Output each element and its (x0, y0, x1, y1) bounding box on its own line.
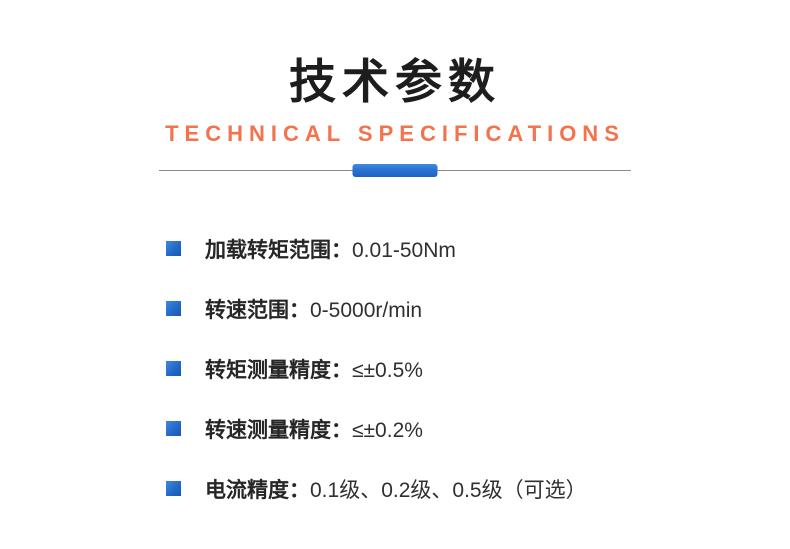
section-header: 技术参数 TECHNICAL SPECIFICATIONS (0, 0, 790, 178)
blue-square-bullet-icon (166, 241, 181, 257)
spec-label: 转速范围： (205, 298, 310, 322)
spec-label: 加载转矩范围： (205, 238, 352, 262)
spec-list: 加载转矩范围：0.01-50Nm 转速范围：0-5000r/min 转矩测量精度… (166, 238, 790, 502)
page-subtitle: TECHNICAL SPECIFICATIONS (165, 120, 625, 146)
spec-text: 加载转矩范围：0.01-50Nm (205, 234, 456, 264)
list-item: 转速测量精度：≤±0.2% (166, 418, 790, 442)
blue-square-bullet-icon (166, 301, 181, 317)
spec-label: 转矩测量精度： (205, 358, 352, 382)
spec-value: 0.01-50Nm (352, 238, 456, 262)
spec-label: 转速测量精度： (205, 418, 352, 442)
list-item: 电流精度：0.1级、0.2级、0.5级（可选） (166, 478, 790, 502)
spec-value: 0-5000r/min (310, 298, 423, 322)
spec-value: ≤±0.2% (352, 418, 423, 442)
spec-text: 转速测量精度：≤±0.2% (205, 414, 423, 444)
spec-label: 电流精度： (205, 478, 310, 502)
spec-value: ≤±0.5% (352, 358, 423, 382)
blue-square-bullet-icon (166, 361, 181, 377)
spec-text: 电流精度：0.1级、0.2级、0.5级（可选） (205, 474, 587, 504)
page-title: 技术参数 (289, 55, 501, 108)
list-item: 加载转矩范围：0.01-50Nm (166, 238, 790, 262)
list-item: 转矩测量精度：≤±0.5% (166, 358, 790, 382)
spec-text: 转矩测量精度：≤±0.5% (205, 354, 423, 384)
list-item: 转速范围：0-5000r/min (166, 298, 790, 322)
spec-text: 转速范围：0-5000r/min (205, 294, 422, 324)
blue-square-bullet-icon (166, 421, 181, 437)
blue-square-bullet-icon (166, 481, 181, 497)
title-divider (159, 163, 631, 178)
divider-accent-bar (352, 163, 438, 177)
spec-value: 0.1级、0.2级、0.5级（可选） (310, 478, 587, 502)
